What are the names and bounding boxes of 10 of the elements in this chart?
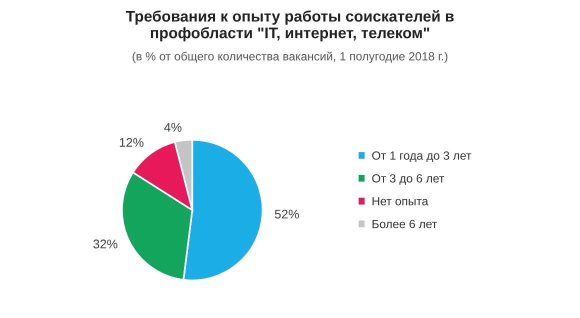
legend-label: Нет опыта [372,197,428,206]
legend-label: Более 6 лет [372,220,438,228]
data-label: 32% [93,240,118,248]
data-label: 12% [120,138,144,147]
chart-title: Требования к опыту работы соискателей в профобласти "IT, интернет, телеком" [126,10,454,42]
data-label: 4% [164,123,182,132]
legend-label: От 1 года до 3 лет [372,151,472,162]
legend-label: От 3 до 6 лет [372,174,444,185]
chart-subtitle: (в % от общего количества вакансий, 1 полугодие 2018 г.) [132,52,448,63]
data-label: 52% [274,210,299,219]
